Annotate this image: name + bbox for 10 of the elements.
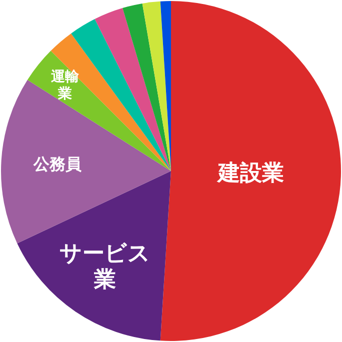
pie-slice <box>94 8 171 171</box>
slice-label: 運輸業 <box>50 69 80 103</box>
slice-label: 建設業 <box>218 160 284 187</box>
pie-slice <box>17 171 171 341</box>
pie-slice <box>160 1 341 341</box>
pie-slice <box>142 1 171 171</box>
slice-label: サービス業 <box>58 242 152 294</box>
pie-slice <box>122 3 171 171</box>
pie-slice <box>50 33 171 171</box>
slice-label: 公務員 <box>33 154 82 174</box>
